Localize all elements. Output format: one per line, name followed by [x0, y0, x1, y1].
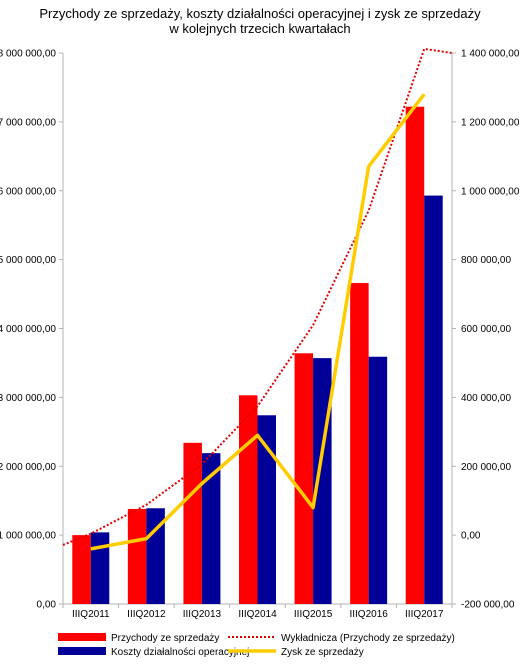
y-tick-label-right: -200 000,00	[461, 600, 515, 611]
chart-title: Przychody ze sprzedaży, koszty działalno…	[39, 6, 481, 21]
y-tick-label-left: 8 000 000,00	[0, 49, 56, 60]
y-tick-label-left: 0,00	[37, 600, 57, 611]
bar-przychody	[350, 283, 369, 604]
bar-przychody	[183, 442, 202, 604]
y-tick-label-left: 6 000 000,00	[0, 186, 56, 197]
y-tick-label-left: 3 000 000,00	[0, 393, 56, 404]
y-tick-label-left: 1 000 000,00	[0, 531, 56, 542]
legend-swatch	[58, 633, 106, 641]
bar-koszty	[424, 195, 443, 605]
bar-koszty	[368, 356, 388, 604]
bar-przychody	[239, 395, 258, 604]
y-tick-label-right: 1 200 000,00	[461, 117, 520, 128]
chart-subtitle: w kolejnych trzecich kwartałach	[168, 21, 350, 36]
bar-przychody	[405, 106, 425, 604]
trendline-przychody	[62, 47, 453, 546]
y-tick-label-right: 200 000,00	[461, 462, 511, 473]
legend-swatch	[58, 647, 106, 655]
x-tick-label: IIIQ2015	[294, 609, 333, 620]
legend-label: Przychody ze sprzedaży	[111, 633, 219, 644]
y-tick-label-right: 1 000 000,00	[461, 186, 520, 197]
y-tick-label-left: 2 000 000,00	[0, 462, 56, 473]
bar-przychody	[294, 353, 314, 604]
x-tick-label: IIIQ2011	[72, 609, 110, 620]
x-tick-label: IIIQ2012	[127, 609, 166, 620]
bar-koszty	[90, 532, 110, 604]
y-tick-label-left: 5 000 000,00	[0, 255, 56, 266]
y-tick-label-left: 7 000 000,00	[0, 117, 56, 128]
legend-label: Wykładnicza (Przychody ze sprzedaży)	[281, 633, 455, 644]
bar-koszty	[201, 453, 221, 604]
y-tick-label-right: 400 000,00	[461, 393, 511, 404]
bar-koszty	[257, 415, 276, 604]
bar-przychody	[72, 535, 91, 604]
y-tick-label-right: 1 400 000,00	[461, 49, 520, 60]
legend-label: Koszty działalności operacyjnej	[111, 647, 249, 658]
x-tick-label: IIIQ2016	[349, 609, 388, 620]
legend-label: Zysk ze sprzedaży	[281, 647, 364, 658]
x-tick-label: IIIQ2017	[405, 609, 444, 620]
x-tick-label: IIIQ2013	[183, 609, 222, 620]
y-tick-label-right: 600 000,00	[461, 324, 511, 335]
y-tick-label-right: 800 000,00	[461, 255, 511, 266]
y-tick-label-left: 4 000 000,00	[0, 324, 56, 335]
y-tick-label-right: 0,00	[461, 531, 481, 542]
bar-przychody	[127, 508, 147, 604]
x-tick-label: IIIQ2014	[238, 609, 277, 620]
